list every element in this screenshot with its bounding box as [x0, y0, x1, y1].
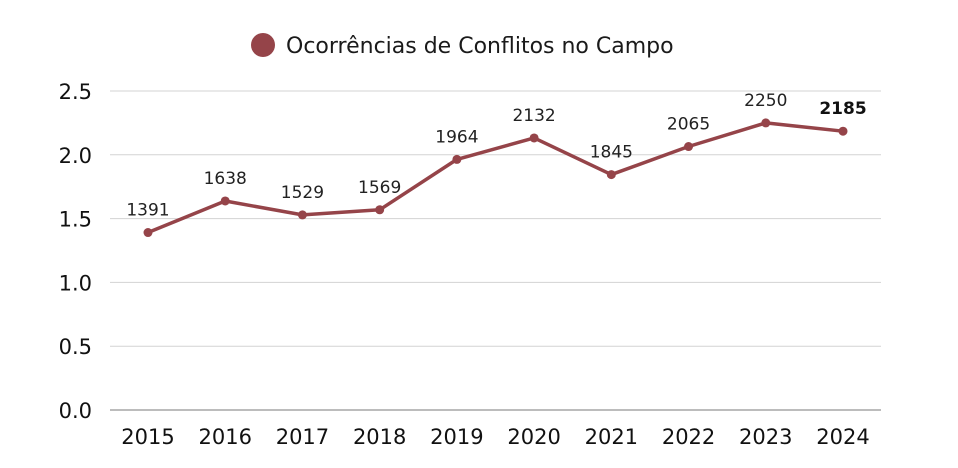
data-labels: 1391 1638 1529 1569 1964 2132 1845 2065 2250 2185 — [126, 91, 866, 221]
data-label: 2065 — [667, 115, 710, 135]
data-label: 1964 — [435, 127, 478, 147]
x-tick-label: 2023 — [739, 425, 792, 449]
gridlines — [110, 90, 881, 411]
y-tick-label: 2.5 — [59, 80, 92, 104]
data-label: 1391 — [126, 201, 169, 221]
data-point — [838, 126, 848, 136]
series-line — [146, 121, 845, 235]
x-tick-label: 2022 — [662, 425, 715, 449]
x-tick-label: 2018 — [353, 425, 406, 449]
x-tick-label: 2016 — [198, 425, 251, 449]
data-point — [220, 196, 230, 206]
legend-marker — [251, 33, 275, 57]
data-label: 1845 — [590, 143, 633, 163]
data-label: 2132 — [512, 106, 555, 126]
y-tick-label: 0.0 — [59, 399, 92, 423]
y-tick-label: 1.5 — [59, 208, 92, 232]
series-ocorrencias — [143, 118, 848, 238]
y-tick-label: 0.5 — [59, 335, 92, 359]
y-tick-label: 1.0 — [59, 271, 92, 295]
data-label: 1638 — [204, 169, 247, 189]
data-point — [297, 210, 307, 220]
legend: Ocorrências de Conflitos no Campo — [251, 33, 674, 59]
data-point — [684, 142, 694, 152]
data-label: 2250 — [744, 91, 787, 111]
data-point — [375, 205, 385, 215]
x-tick-label: 2021 — [585, 425, 638, 449]
x-tick-label: 2017 — [276, 425, 329, 449]
x-tick-label: 2020 — [507, 425, 560, 449]
x-tick-label: 2024 — [816, 425, 869, 449]
y-axis-ticks: 0.0 0.5 1.0 1.5 2.0 2.5 — [59, 80, 92, 423]
data-point — [529, 133, 539, 143]
data-label: 1569 — [358, 178, 401, 198]
x-axis-ticks: 2015 2016 2017 2018 2019 2020 2021 2022 2023 2024 — [121, 425, 869, 449]
x-tick-label: 2015 — [121, 425, 174, 449]
data-point — [761, 118, 771, 128]
data-point — [606, 170, 616, 180]
x-tick-label: 2019 — [430, 425, 483, 449]
y-tick-label: 2.0 — [59, 144, 92, 168]
data-point — [452, 154, 462, 164]
legend-label: Ocorrências de Conflitos no Campo — [286, 34, 674, 59]
data-label: 1529 — [281, 183, 324, 203]
data-point — [143, 228, 153, 238]
data-label: 2185 — [819, 99, 866, 119]
